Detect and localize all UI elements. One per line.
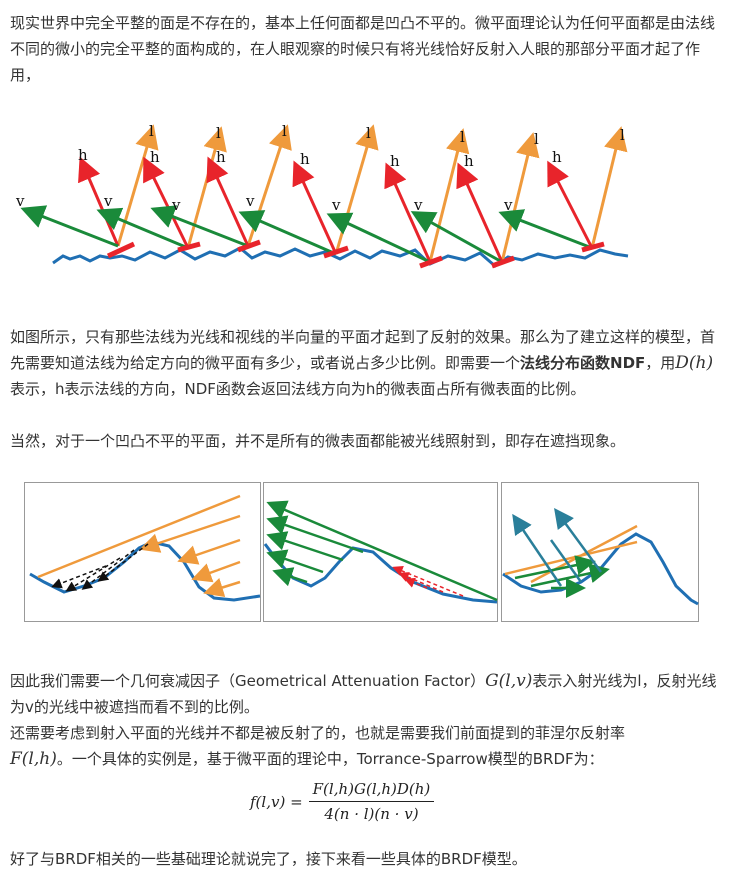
ndf-paragraph: 如图所示，只有那些法线为光线和视线的半向量的平面才起到了反射的效果。那么为了建立… [10, 328, 716, 398]
shadowing-masking-figure [24, 482, 700, 622]
view-label: v [15, 192, 25, 210]
formula-fraction: F(l,h)G(l,h)D(h) 4(n · l)(n · v) [308, 780, 435, 823]
view-label: v [503, 196, 513, 214]
light-label: l [282, 122, 287, 140]
formula-denominator: 4(n · l)(n · v) [324, 805, 419, 823]
ndf-term: 法线分布函数NDF [520, 354, 646, 372]
intro-paragraph: 现实世界中完全平整的面是不存在的，基本上任何面都是凹凸不平的。微平面理论认为任何… [10, 14, 716, 84]
light-label: l [460, 128, 465, 146]
light-label: l [620, 126, 625, 144]
microfacet-group-4 [238, 124, 379, 259]
ndf-symbol: D(h) [675, 353, 714, 373]
normal-label: h [78, 146, 88, 164]
normal-label: h [390, 152, 400, 170]
occlusion-paragraph: 当然，对于一个凹凸不平的平面，并不是所有的微表面都能被光线照射到，即存在遮挡现象… [10, 432, 626, 450]
light-label: l [149, 122, 154, 140]
masking-panel [263, 482, 498, 622]
rough-surface-line [52, 246, 629, 268]
normal-label: h [216, 148, 226, 166]
microfacet-diagram: l l l l l l l h h h h h h h v v v v v v … [15, 122, 629, 269]
view-label: v [103, 192, 113, 210]
vector-labels: l l l l l l l h h h h h h h v v v v v v … [15, 122, 625, 214]
microfacet-group-2 [96, 126, 227, 253]
shadowing-panel [24, 482, 261, 622]
light-label: l [216, 124, 221, 142]
normal-label: h [150, 148, 160, 166]
light-label: l [534, 130, 539, 148]
closing-paragraph: 好了与BRDF相关的一些基础理论就说完了，接下来看一些具体的BRDF模型。 [10, 850, 527, 868]
microfacet-group-6 [410, 132, 540, 269]
view-label: v [171, 196, 181, 214]
view-label: v [413, 196, 423, 214]
formula-numerator: F(l,h)G(l,h)D(h) [308, 780, 435, 802]
view-label: v [331, 196, 341, 214]
fresnel-paragraph: 还需要考虑到射入平面的光线并不都是被反射了的，也就是需要我们前面提到的菲涅尔反射… [10, 724, 626, 769]
gaf-paragraph: 因此我们需要一个几何衰减因子（Geometrical Attenuation F… [10, 671, 717, 716]
normal-label: h [300, 150, 310, 168]
microfacet-group-5 [326, 128, 470, 269]
formula-lhs: f(l,v) = [250, 792, 303, 811]
light-label: l [366, 124, 371, 142]
microfacet-group-1 [20, 124, 159, 259]
gaf-symbol: G(l,v) [485, 671, 533, 691]
normal-label: h [552, 148, 562, 166]
fresnel-symbol: F(l,h) [10, 749, 57, 769]
normal-label: h [464, 152, 474, 170]
brdf-formula: f(l,v) = F(l,h)G(l,h)D(h) 4(n · l)(n · v… [250, 780, 435, 823]
view-label: v [245, 192, 255, 210]
interreflection-panel [501, 482, 699, 622]
microfacet-group-7 [498, 126, 628, 253]
